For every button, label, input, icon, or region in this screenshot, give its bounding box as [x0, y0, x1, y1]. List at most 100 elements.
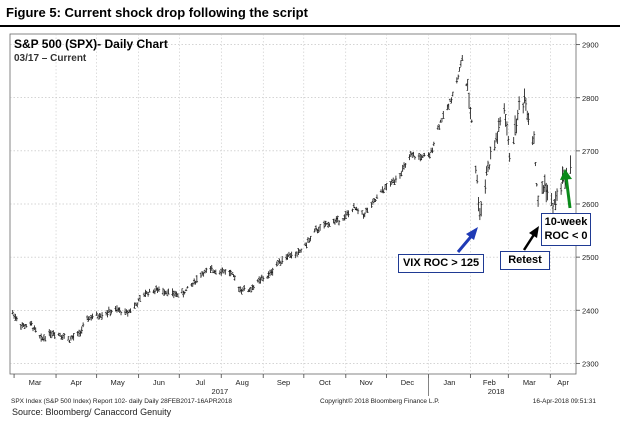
- price-bar: [104, 311, 108, 316]
- price-bar: [34, 327, 37, 333]
- price-bar: [205, 267, 208, 273]
- price-bar: [221, 267, 224, 273]
- price-bar: [545, 182, 548, 203]
- price-bar: [317, 226, 320, 233]
- price-bar: [385, 183, 388, 191]
- price-bar: [524, 97, 528, 111]
- price-bar: [469, 106, 472, 120]
- grid-lines: [10, 34, 576, 374]
- price-bar: [374, 199, 377, 202]
- price-bar: [486, 160, 490, 173]
- footer-right: 16-Apr-2018 09:51:31: [533, 398, 597, 405]
- y-tick-label: 2700: [582, 147, 599, 156]
- price-bar: [459, 60, 463, 67]
- price-bar: [119, 311, 123, 316]
- price-bar: [249, 286, 253, 293]
- price-bar: [333, 218, 337, 225]
- price-bar: [496, 131, 499, 144]
- price-bar: [370, 202, 373, 208]
- price-bar: [287, 251, 291, 257]
- price-bar: [308, 238, 311, 243]
- vix-arrow: [456, 227, 478, 253]
- price-bar: [345, 210, 349, 216]
- price-bar: [467, 92, 471, 109]
- price-bar: [398, 173, 402, 179]
- price-bar: [448, 98, 452, 103]
- price-bar: [356, 208, 360, 215]
- price-bar: [412, 151, 415, 157]
- price-bar: [95, 311, 98, 316]
- y-tick-label: 2500: [582, 253, 599, 262]
- price-bar: [343, 214, 346, 221]
- price-bar: [87, 316, 90, 322]
- price-bar: [271, 267, 274, 276]
- price-bar: [382, 189, 385, 194]
- price-bar: [69, 335, 73, 341]
- price-bar: [167, 288, 170, 295]
- x-month-label: Jun: [153, 378, 165, 387]
- price-bar: [364, 207, 368, 213]
- x-month-label: Oct: [319, 378, 332, 387]
- price-bar: [446, 104, 449, 111]
- price-bar: [20, 322, 24, 329]
- price-bar: [157, 286, 161, 292]
- price-bar: [91, 313, 94, 320]
- price-bar: [233, 275, 236, 281]
- price-bar: [155, 285, 158, 291]
- price-bar: [419, 154, 422, 162]
- price-bar: [29, 321, 32, 326]
- price-bar: [404, 163, 407, 168]
- price-bar: [493, 140, 496, 151]
- price-bar: [195, 275, 199, 284]
- price-bar: [352, 202, 356, 209]
- price-bar: [213, 270, 216, 274]
- price-bar: [516, 109, 519, 121]
- price-bar: [72, 333, 75, 341]
- price-bar: [88, 316, 92, 321]
- price-bar: [497, 118, 501, 132]
- price-bar: [410, 152, 414, 158]
- x-month-label: Dec: [401, 378, 415, 387]
- price-bar: [203, 269, 207, 274]
- price-bar: [328, 223, 331, 227]
- chart-title: S&P 500 (SPX)- Daily Chart: [14, 37, 168, 51]
- price-bar: [85, 315, 89, 321]
- price-bar: [477, 196, 480, 212]
- title-rule: [0, 25, 620, 27]
- price-bar: [309, 235, 312, 241]
- x-month-label: Sep: [277, 378, 290, 387]
- y-tick-label: 2300: [582, 359, 599, 368]
- price-bar: [423, 152, 426, 157]
- figure-title: Figure 5: Current shock drop following t…: [6, 5, 308, 20]
- price-bar: [455, 77, 459, 84]
- price-bar: [474, 165, 477, 174]
- price-bar: [68, 339, 71, 343]
- price-bar: [318, 224, 322, 231]
- price-bar: [336, 215, 339, 223]
- price-bar: [186, 286, 189, 289]
- price-bar: [76, 331, 79, 337]
- price-bar: [25, 324, 28, 328]
- price-bar: [559, 183, 563, 195]
- price-bar: [508, 152, 511, 162]
- price-bar: [33, 325, 36, 331]
- price-bar: [512, 137, 515, 145]
- price-bar: [447, 103, 450, 110]
- price-bar: [42, 334, 46, 342]
- price-bar: [240, 288, 243, 295]
- price-bar: [421, 154, 425, 158]
- price-bar: [153, 288, 157, 295]
- price-bar: [337, 219, 341, 226]
- price-bar: [165, 290, 169, 297]
- price-bar: [136, 302, 139, 308]
- price-bar: [507, 135, 510, 145]
- price-bar: [145, 290, 148, 294]
- price-bar: [49, 330, 52, 339]
- price-bar: [251, 284, 254, 291]
- price-bar: [11, 310, 14, 315]
- price-bar: [521, 102, 525, 114]
- price-bar: [67, 336, 70, 341]
- price-bar: [50, 330, 54, 338]
- price-bar: [44, 336, 47, 342]
- price-bar: [229, 269, 232, 277]
